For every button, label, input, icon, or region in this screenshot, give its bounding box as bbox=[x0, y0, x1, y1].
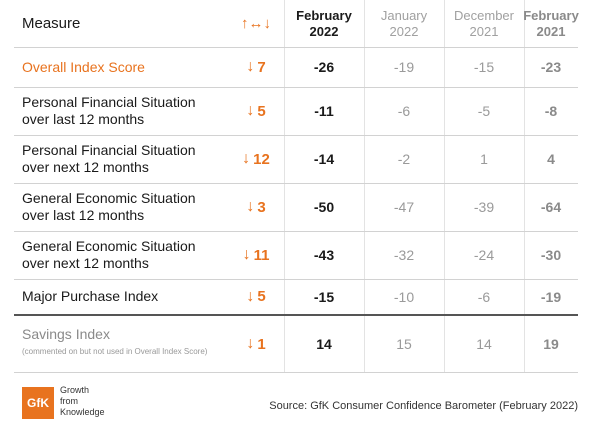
row-value: -8 bbox=[544, 103, 558, 119]
row-measure-note: (commented on but not used in Overall In… bbox=[22, 347, 208, 356]
row-value: 15 bbox=[396, 336, 412, 352]
down-arrow-icon: ↓ bbox=[242, 246, 251, 263]
column-divider bbox=[284, 0, 285, 372]
row-change-value: 7 bbox=[257, 58, 266, 76]
row-change-value: 5 bbox=[257, 288, 266, 305]
row-change: ↓ 5 bbox=[226, 87, 286, 135]
header-col-line2: 2021 bbox=[536, 23, 566, 39]
column-divider bbox=[364, 0, 365, 372]
table-row: Major Purchase Index ↓ 5 -15 -10 -6 -19 bbox=[14, 279, 578, 316]
header-col-line1: January bbox=[380, 7, 428, 23]
header-col-line1: February bbox=[523, 7, 579, 23]
tagline-line: Growth bbox=[60, 385, 90, 395]
row-measure-line1: Savings Index bbox=[22, 326, 110, 342]
row-change: ↓ 3 bbox=[226, 183, 286, 231]
row-value: -14 bbox=[313, 151, 335, 167]
down-arrow-icon: ↓ bbox=[246, 287, 255, 305]
row-change-value: 3 bbox=[257, 198, 266, 216]
row-change-value: 5 bbox=[257, 102, 266, 120]
gfk-logo: GfK bbox=[22, 387, 54, 419]
row-measure-line2: over last 12 months bbox=[22, 207, 145, 223]
header-col-jan-2022: January 2022 bbox=[364, 0, 444, 47]
row-value: -6 bbox=[477, 288, 491, 305]
row-measure: Major Purchase Index bbox=[22, 288, 159, 304]
down-arrow-icon: ↓ bbox=[246, 102, 255, 119]
row-value: -15 bbox=[473, 59, 495, 75]
row-value: -26 bbox=[313, 59, 335, 75]
row-measure: General Economic Situation over last 12 m… bbox=[22, 183, 222, 231]
row-measure: Overall Index Score bbox=[22, 58, 145, 75]
column-divider bbox=[524, 0, 525, 372]
row-value: -19 bbox=[540, 288, 562, 305]
row-value: -64 bbox=[540, 199, 562, 215]
table-row: Personal Financial Situation over next 12… bbox=[14, 135, 578, 184]
row-value: 1 bbox=[480, 151, 488, 167]
header-col-line1: December bbox=[454, 7, 514, 23]
row-value: -15 bbox=[313, 288, 335, 305]
row-change-value: 11 bbox=[253, 246, 270, 264]
row-change: ↓ 7 bbox=[226, 47, 286, 87]
row-value: 19 bbox=[543, 336, 559, 352]
row-change-value: 1 bbox=[257, 335, 266, 353]
row-value: -2 bbox=[397, 151, 411, 167]
tagline-line: Knowledge bbox=[60, 407, 105, 417]
row-change: ↓ 12 bbox=[226, 135, 286, 183]
header-col-line1: February bbox=[296, 7, 352, 23]
row-value: -30 bbox=[540, 247, 562, 263]
logo-tagline: Growth from Knowledge bbox=[60, 385, 105, 418]
down-arrow-icon: ↓ bbox=[246, 198, 255, 215]
row-value: -19 bbox=[393, 59, 415, 75]
down-arrow-icon: ↓ bbox=[246, 58, 255, 75]
source-note: Source: GfK Consumer Confidence Baromete… bbox=[269, 400, 578, 412]
row-value: -50 bbox=[313, 199, 335, 215]
table-row: General Economic Situation over last 12 m… bbox=[14, 183, 578, 232]
row-measure: General Economic Situation over next 12 m… bbox=[22, 231, 222, 279]
row-value: -24 bbox=[473, 247, 495, 263]
row-measure-line2: over last 12 months bbox=[22, 111, 145, 127]
row-value: -5 bbox=[477, 103, 491, 119]
row-measure-line1: General Economic Situation bbox=[22, 238, 196, 254]
row-measure: Personal Financial Situation over next 12… bbox=[22, 135, 222, 183]
row-measure-line1: General Economic Situation bbox=[22, 190, 196, 206]
row-measure: Personal Financial Situation over last 12… bbox=[22, 87, 222, 135]
row-value: -32 bbox=[393, 247, 415, 263]
row-measure-line1: Personal Financial Situation bbox=[22, 94, 196, 110]
tagline-line: from bbox=[60, 396, 78, 406]
table-row: Overall Index Score ↓ 7 -26 -19 -15 -23 bbox=[14, 47, 578, 88]
column-divider bbox=[444, 0, 445, 372]
row-change: ↓ 1 bbox=[226, 316, 286, 372]
row-value: 4 bbox=[547, 151, 555, 167]
row-value: -47 bbox=[393, 199, 415, 215]
row-change: ↓ 11 bbox=[226, 231, 286, 279]
header-col-line2: 2022 bbox=[389, 23, 419, 39]
header-change-icon: ↑↔↓ bbox=[241, 15, 271, 32]
row-measure-line2: over next 12 months bbox=[22, 255, 149, 271]
down-arrow-icon: ↓ bbox=[246, 335, 255, 352]
header-col-feb-2021: February 2021 bbox=[523, 0, 579, 47]
row-value: 14 bbox=[316, 336, 332, 352]
row-change: ↓ 5 bbox=[226, 279, 286, 314]
row-measure-line1: Personal Financial Situation bbox=[22, 142, 196, 158]
down-arrow-icon: ↓ bbox=[242, 150, 251, 167]
header-col-dec-2021: December 2021 bbox=[444, 0, 524, 47]
header-col-line2: 2021 bbox=[469, 23, 499, 39]
header-measure: Measure bbox=[22, 15, 81, 32]
row-value: -6 bbox=[397, 103, 411, 119]
row-value: -10 bbox=[393, 288, 415, 305]
header-col-line2: 2022 bbox=[309, 23, 339, 39]
header-col-feb-2022: February 2022 bbox=[284, 0, 364, 47]
logo-text: GfK bbox=[27, 396, 49, 410]
table-row: General Economic Situation over next 12 m… bbox=[14, 231, 578, 280]
header-row: Measure ↑↔↓ February 2022 January 2022 D… bbox=[14, 0, 579, 48]
row-measure: Savings Index (commented on but not used… bbox=[22, 316, 222, 382]
table-row: Savings Index (commented on but not used… bbox=[14, 316, 578, 373]
row-value: -43 bbox=[313, 247, 335, 263]
row-value: 14 bbox=[476, 336, 492, 352]
row-measure-line2: over next 12 months bbox=[22, 159, 149, 175]
row-value: -39 bbox=[473, 199, 495, 215]
row-value: -11 bbox=[314, 103, 334, 119]
row-change-value: 12 bbox=[253, 150, 270, 168]
row-value: -23 bbox=[540, 59, 562, 75]
table-row: Personal Financial Situation over last 12… bbox=[14, 87, 578, 136]
